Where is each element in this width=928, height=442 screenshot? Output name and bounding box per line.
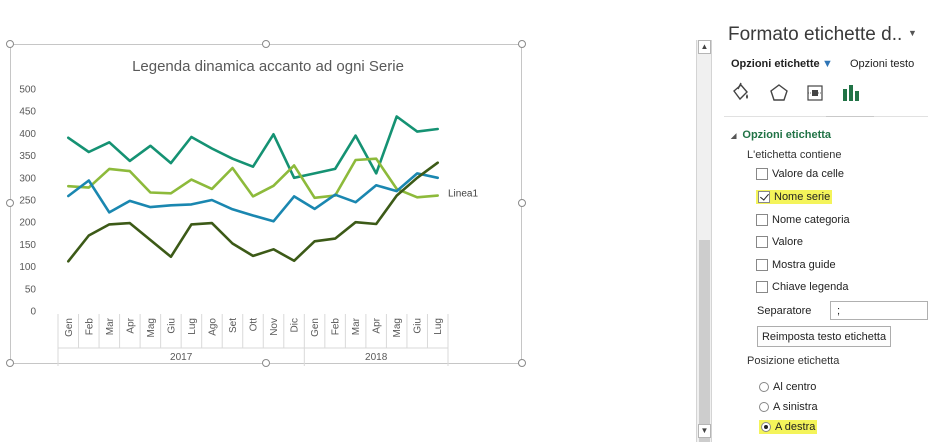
checkbox-value-from-cells[interactable]: Valore da celle — [756, 166, 844, 182]
x-tick-label: Mag — [392, 318, 403, 337]
resize-handle-top-right[interactable] — [518, 40, 526, 48]
y-tick-label: 200 — [19, 218, 36, 229]
x-tick-label: Gen — [64, 318, 75, 337]
x-tick-label: Giu — [166, 318, 177, 334]
resize-handle-bottom[interactable] — [262, 359, 270, 367]
size-properties-icon[interactable] — [804, 82, 826, 104]
resize-handle-left[interactable] — [6, 199, 14, 207]
checkbox-show-leader-lines[interactable]: Mostra guide — [756, 257, 836, 273]
series-line — [67, 115, 440, 180]
tab-dropdown-icon[interactable]: ▼ — [822, 58, 833, 70]
x-tick-label: Feb — [84, 318, 95, 336]
label-position-heading: Posizione etichetta — [747, 355, 840, 367]
radio-right[interactable]: A destra — [759, 419, 818, 435]
x-tick-label: Mag — [146, 318, 157, 337]
x-tick-label: Mar — [105, 317, 116, 335]
collapse-triangle-icon[interactable]: ◢ — [731, 133, 737, 140]
resize-handle-bottom-left[interactable] — [6, 359, 14, 367]
checkbox-box[interactable] — [756, 214, 768, 226]
line-chart: Legenda dinamica accanto ad ogni Serie 0 5… — [19, 58, 478, 366]
y-tick-label: 450 — [19, 107, 36, 118]
series-data-label: Linea1 — [448, 189, 478, 200]
reset-label-text-button[interactable]: Reimposta testo etichetta — [757, 326, 891, 347]
format-pane — [696, 0, 928, 442]
bar-chart-icon[interactable] — [840, 82, 862, 104]
y-tick-label: 350 — [19, 151, 36, 162]
radio-label: A destra — [775, 421, 816, 433]
chevron-down-icon[interactable]: ▼ — [908, 28, 917, 38]
scroll-thumb[interactable] — [699, 240, 710, 442]
checkbox-label: Nome serie — [774, 191, 831, 203]
x-tick-label: Giu — [413, 318, 424, 334]
x-group-label: 2017 — [170, 352, 193, 363]
radio-button[interactable] — [759, 402, 769, 412]
radio-button[interactable] — [759, 382, 769, 392]
pentagon-icon[interactable] — [768, 82, 790, 104]
checkbox-box[interactable] — [756, 281, 768, 293]
x-tick-label: Lug — [433, 318, 444, 335]
highlight-marker: A destra — [759, 420, 818, 434]
x-tick-label: Dic — [290, 318, 301, 332]
x-tick-label: Set — [228, 318, 239, 333]
checkbox-label: Valore — [772, 236, 803, 248]
y-tick-label: 150 — [19, 240, 36, 251]
fill-bucket-icon[interactable] — [730, 82, 752, 104]
checkbox-box[interactable] — [756, 168, 768, 180]
section-title: Opzioni etichetta — [742, 129, 832, 141]
x-tick-label: Ott — [249, 318, 260, 332]
tab-text-options[interactable]: Opzioni testo — [850, 58, 915, 70]
checkbox-label: Nome categoria — [772, 214, 850, 226]
y-tick-label: 0 — [30, 307, 36, 318]
y-tick-label: 500 — [19, 85, 36, 96]
checkbox-label: Valore da celle — [772, 168, 844, 180]
resize-handle-top[interactable] — [262, 40, 270, 48]
highlight-marker: Nome serie — [756, 190, 833, 204]
tab-label-options[interactable]: Opzioni etichette — [731, 58, 820, 70]
active-tab-indicator — [826, 116, 874, 117]
radio-label: A sinistra — [773, 401, 818, 413]
x-tick-label: Apr — [372, 317, 383, 333]
radio-left[interactable]: A sinistra — [759, 399, 818, 415]
checkbox-box[interactable] — [758, 191, 770, 203]
section-header[interactable]: ◢ Opzioni etichetta — [731, 129, 831, 141]
x-tick-label: Ago — [207, 318, 218, 336]
resize-handle-top-left[interactable] — [6, 40, 14, 48]
y-tick-label: 400 — [19, 129, 36, 140]
x-tick-label: Mar — [351, 317, 362, 335]
checkbox-value[interactable]: Valore — [756, 234, 803, 250]
checkbox-label: Chiave legenda — [772, 281, 849, 293]
checkbox-series-name[interactable]: Nome serie — [756, 189, 833, 205]
checkbox-label: Mostra guide — [772, 259, 836, 271]
checkbox-category-name[interactable]: Nome categoria — [756, 212, 850, 228]
y-tick-label: 250 — [19, 196, 36, 207]
checkbox-box[interactable] — [756, 236, 768, 248]
series-line — [67, 172, 440, 223]
y-tick-label: 300 — [19, 173, 36, 184]
y-tick-label: 50 — [25, 284, 37, 295]
scroll-down-icon[interactable]: ▼ — [698, 424, 711, 438]
x-tick-label: Gen — [310, 318, 321, 337]
checkbox-legend-key[interactable]: Chiave legenda — [756, 279, 848, 295]
radio-button[interactable] — [761, 422, 771, 432]
resize-handle-right[interactable] — [518, 199, 526, 207]
x-tick-label: Feb — [331, 318, 342, 336]
separator-input[interactable] — [830, 301, 928, 320]
radio-center[interactable]: Al centro — [759, 379, 816, 395]
pane-title: Formato etichette d.. — [728, 24, 903, 45]
x-tick-label: Nov — [269, 318, 280, 336]
label-contains-heading: L'etichetta contiene — [747, 149, 842, 161]
checkbox-box[interactable] — [756, 259, 768, 271]
radio-label: Al centro — [773, 381, 817, 393]
scroll-up-icon[interactable]: ▲ — [698, 40, 711, 54]
pane-scrollbar[interactable]: ▲ ▼ — [696, 40, 712, 442]
resize-handle-bottom-right[interactable] — [518, 359, 526, 367]
y-tick-label: 100 — [19, 262, 36, 273]
chart-title: Legenda dinamica accanto ad ogni Serie — [132, 58, 404, 75]
series-line — [67, 161, 440, 263]
x-group-label: 2018 — [365, 352, 388, 363]
series-line — [67, 157, 440, 200]
x-tick-label: Apr — [125, 317, 136, 333]
separator-label: Separatore — [757, 305, 812, 317]
x-tick-label: Lug — [187, 318, 198, 335]
